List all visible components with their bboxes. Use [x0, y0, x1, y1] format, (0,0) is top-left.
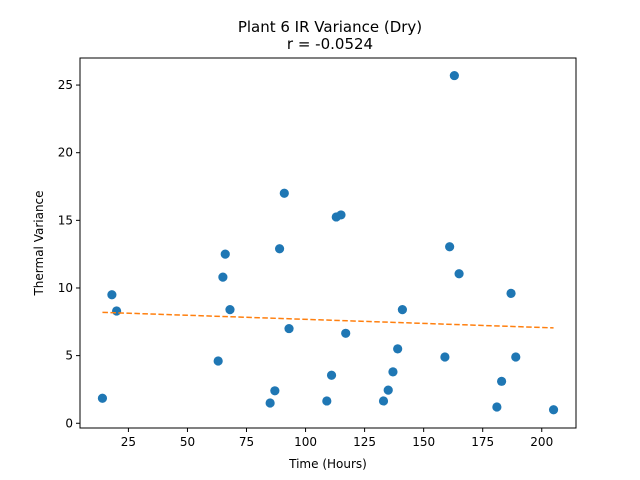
x-tick-label-125: 125: [353, 435, 376, 449]
x-tick-label-50: 50: [180, 435, 195, 449]
data-point-27: [492, 402, 502, 412]
x-tick-label-175: 175: [471, 435, 494, 449]
data-point-5: [218, 272, 228, 282]
chart-subtitle: r = -0.0524: [287, 35, 373, 53]
data-point-22: [397, 305, 407, 315]
data-point-11: [279, 188, 289, 198]
data-point-4: [213, 356, 223, 366]
data-point-24: [445, 242, 455, 252]
x-tick-label-25: 25: [121, 435, 136, 449]
x-tick-label-100: 100: [294, 435, 317, 449]
data-point-19: [383, 385, 393, 395]
chart-title: Plant 6 IR Variance (Dry): [238, 18, 422, 36]
data-point-31: [548, 405, 559, 415]
trend-line: [102, 311, 554, 329]
axes-frame: [79, 57, 577, 429]
data-point-13: [322, 396, 332, 406]
data-point-16: [336, 210, 346, 220]
data-point-20: [388, 367, 398, 377]
data-point-29: [506, 288, 516, 298]
y-axis-label: Thermal Variance: [32, 190, 46, 296]
data-point-18: [378, 396, 389, 406]
data-point-28: [497, 376, 507, 386]
x-axis-label: Time (Hours): [288, 457, 367, 471]
x-tick-label-75: 75: [239, 435, 254, 449]
x-tick-label-200: 200: [530, 435, 553, 449]
data-point-30: [511, 352, 521, 362]
data-point-26: [454, 269, 464, 279]
data-point-8: [265, 398, 275, 408]
data-point-23: [440, 352, 450, 362]
data-point-14: [326, 370, 337, 380]
data-point-1: [97, 393, 108, 403]
data-point-7: [225, 305, 235, 315]
plot-area: [97, 70, 559, 415]
axis-ticks: 25 50 75 100 125 150 175 200 0 5 10 15 20 25: [58, 78, 553, 449]
y-tick-label-5: 5: [65, 349, 73, 363]
y-tick-label-20: 20: [58, 146, 73, 160]
data-point-17: [341, 328, 351, 338]
data-point-10: [274, 244, 285, 254]
y-tick-label-15: 15: [58, 213, 73, 227]
data-point-25: [449, 70, 459, 81]
y-tick-label-25: 25: [58, 78, 73, 92]
data-point-9: [270, 386, 280, 396]
x-tick-label-150: 150: [412, 435, 435, 449]
data-point-21: [393, 344, 403, 354]
data-point-3: [112, 306, 122, 316]
y-tick-label-10: 10: [58, 281, 73, 295]
y-tick-label-0: 0: [65, 416, 73, 430]
data-point-2: [107, 290, 117, 300]
data-point-6: [220, 249, 230, 259]
data-point-12: [284, 323, 294, 334]
